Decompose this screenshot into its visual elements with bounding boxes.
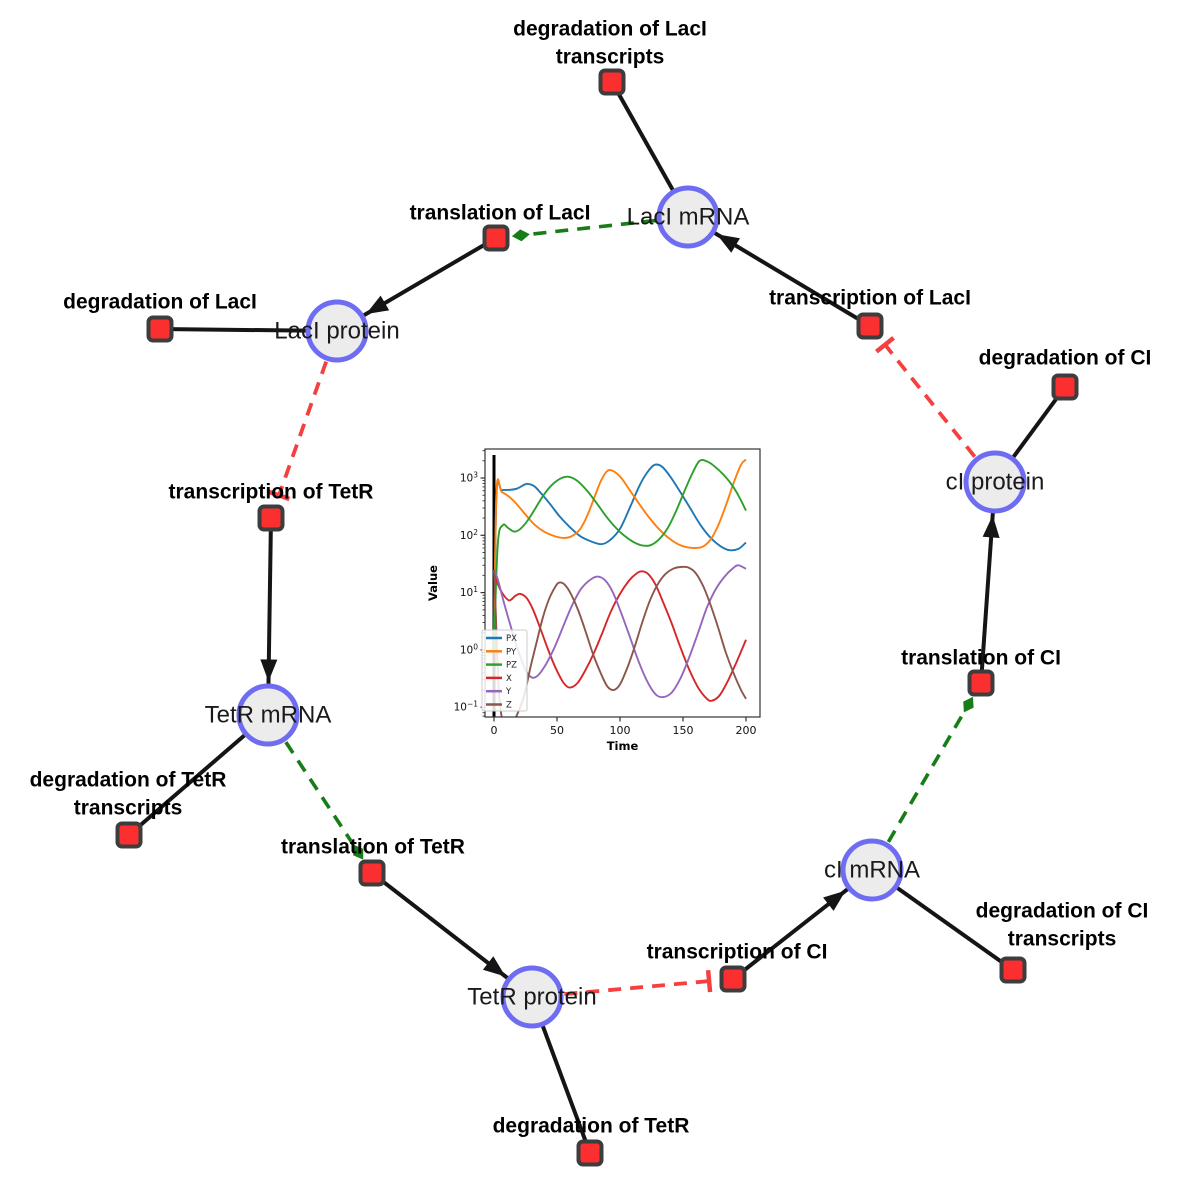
reaction-node-deg_tetr_tx[interactable] xyxy=(115,821,143,849)
reaction-label-deg_laci_tx: degradation of LacI xyxy=(513,18,707,41)
reaction-label-transl_laci: translation of LacI xyxy=(410,202,591,225)
reaction-label-transl_ci: translation of CI xyxy=(901,647,1061,670)
x-tick-label: 50 xyxy=(550,724,564,737)
edge-inhibition-ci_protein-transc_laci xyxy=(883,343,977,458)
reaction-label-transl_tetr: translation of TetR xyxy=(281,836,465,859)
reaction-node-transc_tetr[interactable] xyxy=(257,504,285,532)
reaction-node-deg_ci_tx[interactable] xyxy=(999,956,1027,984)
edge-inhibition-tetr_protein-transc_ci xyxy=(564,979,710,996)
edge-activation-ci_mrna-transl_ci xyxy=(886,706,969,843)
y-tick-label: 101 xyxy=(460,585,478,599)
arrowhead-icon xyxy=(365,295,390,315)
arrowhead-icon xyxy=(823,890,846,911)
inhibition-tbar-icon xyxy=(267,489,291,502)
reaction-label-transc_ci: transcription of CI xyxy=(647,941,828,964)
legend-label-Y: Y xyxy=(505,687,512,697)
reaction-label-deg_laci_tx: transcripts xyxy=(556,46,665,69)
edge-activation-laci_mrna-transl_laci xyxy=(523,218,656,237)
y-tick-label: 10−1 xyxy=(454,700,479,714)
series-line-X xyxy=(493,569,747,702)
species-node-tetr_mrna[interactable] xyxy=(236,683,300,747)
series-line-PZ xyxy=(493,458,747,650)
y-tick-label: 103 xyxy=(460,471,478,485)
x-tick-label: 0 xyxy=(491,724,498,737)
reaction-node-deg_laci[interactable] xyxy=(146,315,174,343)
arrowhead-icon xyxy=(260,659,278,682)
legend-box xyxy=(481,629,528,712)
reaction-node-deg_tetr[interactable] xyxy=(576,1139,604,1167)
inhibition-tbar-icon xyxy=(705,969,713,993)
plot-frame xyxy=(484,448,761,718)
edge-inhibition-laci_protein-transc_tetr xyxy=(277,361,328,497)
labels-layer: degradation of LacI transcripts translatio… xyxy=(30,18,1152,1138)
y-axis-label: Value xyxy=(426,565,440,601)
species-label-tetr_mrna: TetR mRNA xyxy=(205,702,332,729)
reaction-label-deg_tetr: degradation of TetR xyxy=(493,1115,690,1138)
x-axis-label: Time xyxy=(607,739,639,753)
edge-production-transc_laci-laci_mrna xyxy=(686,215,872,328)
species-label-tetr_protein: TetR protein xyxy=(467,984,596,1011)
species-label-laci_mrna: LacI mRNA xyxy=(627,204,750,231)
species-node-ci_mrna[interactable] xyxy=(840,838,904,902)
species-node-tetr_protein[interactable] xyxy=(500,965,564,1029)
simulation-inset-chart: 10−1 100 101 102 103 0 50 100 150 200 Time Value PX P… xyxy=(424,438,772,764)
series-layer xyxy=(493,458,747,717)
series-line-PX xyxy=(493,463,747,650)
x-tick-label: 150 xyxy=(673,724,694,737)
x-tick-label: 200 xyxy=(736,724,757,737)
series-line-Y xyxy=(493,564,747,699)
reaction-label-transc_laci: transcription of LacI xyxy=(769,287,971,310)
species-node-laci_mrna[interactable] xyxy=(656,185,720,249)
edge-activation-tetr_mrna-transl_tetr xyxy=(284,741,359,851)
legend-label-PY: PY xyxy=(506,647,517,657)
reaction-label-deg_laci: degradation of LacI xyxy=(63,291,257,314)
series-line-PY xyxy=(493,458,747,650)
legend-label-X: X xyxy=(506,674,512,684)
species-node-ci_protein[interactable] xyxy=(963,450,1027,514)
species-node-laci_protein[interactable] xyxy=(305,299,369,363)
reaction-label-deg_ci_tx: degradation of CI xyxy=(976,900,1149,923)
reaction-node-transl_ci[interactable] xyxy=(967,669,995,697)
reaction-label-deg_ci_tx: transcripts xyxy=(1008,928,1117,951)
y-tick-label: 100 xyxy=(460,642,478,656)
activation-diamond-icon xyxy=(511,229,530,242)
reaction-label-deg_tetr_tx: transcripts xyxy=(74,797,183,820)
arrowhead-icon xyxy=(482,956,506,977)
reaction-node-transl_laci[interactable] xyxy=(482,224,510,252)
y-tick-label: 102 xyxy=(460,528,478,542)
arrowhead-icon xyxy=(982,515,1000,538)
species-label-laci_protein: LacI protein xyxy=(274,318,399,345)
legend: PX PY PZ XYZ xyxy=(481,629,528,712)
reaction-node-deg_laci_tx[interactable] xyxy=(598,68,626,96)
x-tick-label: 100 xyxy=(610,724,631,737)
nodes-layer xyxy=(115,68,1079,1167)
activation-diamond-icon xyxy=(963,696,974,713)
legend-label-PZ: PZ xyxy=(506,661,517,671)
inhibition-tbar-icon xyxy=(875,336,895,354)
reaction-label-transc_tetr: transcription of TetR xyxy=(169,481,374,504)
series-line-Z xyxy=(493,565,747,717)
legend-label-Z: Z xyxy=(506,701,512,711)
species-label-ci_protein: cI protein xyxy=(946,469,1045,496)
reaction-label-deg_ci: degradation of CI xyxy=(979,347,1152,370)
reaction-label-deg_tetr_tx: degradation of TetR xyxy=(30,769,227,792)
reaction-node-transc_laci[interactable] xyxy=(856,312,884,340)
legend-label-PX: PX xyxy=(506,634,517,644)
arrowhead-icon xyxy=(716,234,740,253)
species-label-ci_mrna: cI mRNA xyxy=(824,857,920,884)
reaction-node-transc_ci[interactable] xyxy=(719,965,747,993)
edge-production-transc_tetr-tetr_mrna xyxy=(266,517,273,716)
activation-diamond-icon xyxy=(353,844,364,860)
reaction-node-deg_ci[interactable] xyxy=(1051,373,1079,401)
reaction-node-transl_tetr[interactable] xyxy=(358,859,386,887)
